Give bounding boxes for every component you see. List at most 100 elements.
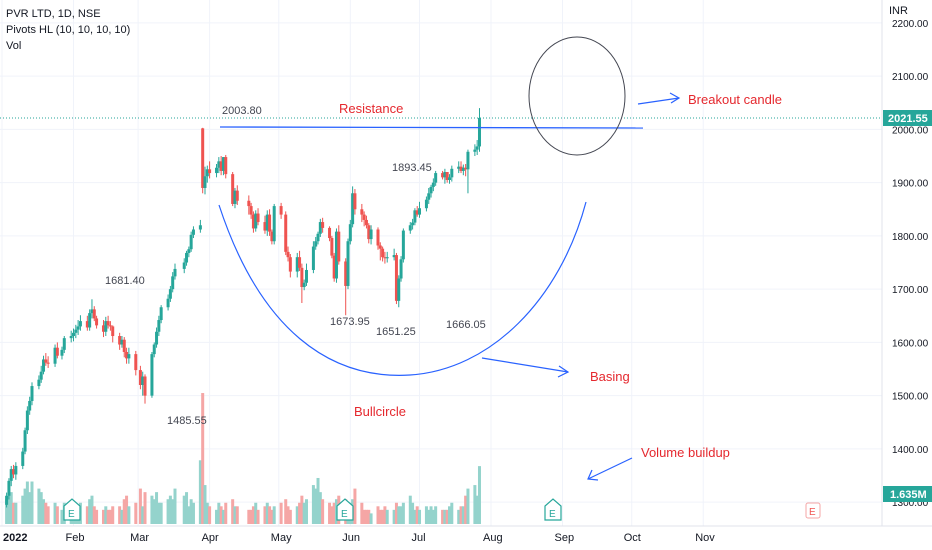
candle	[385, 251, 389, 263]
earnings-marker[interactable]: E	[336, 498, 354, 521]
last-price-value: 2021.55	[888, 113, 928, 125]
volume-bar	[23, 488, 27, 524]
volume-bars	[5, 393, 481, 524]
volume-title[interactable]: Vol	[6, 40, 22, 52]
volume-bar	[9, 492, 13, 524]
candle	[21, 447, 25, 470]
volume-bar	[5, 499, 9, 524]
candle	[37, 375, 41, 390]
breakout-circle[interactable]	[528, 36, 626, 156]
candle	[92, 306, 96, 322]
indicator-title[interactable]: Pivots HL (10, 10, 10, 10)	[6, 24, 131, 36]
candle	[348, 219, 352, 245]
volume-bar	[208, 506, 212, 524]
chart-grid	[0, 0, 882, 526]
price-axis[interactable]: 2200.00 2100.00 2000.00 1900.00 1800.00 1700.…	[892, 19, 929, 509]
time-axis[interactable]: 2022 Feb Mar Apr May Jun Jul Aug Sep Oct Nov	[3, 532, 715, 544]
candle	[441, 170, 445, 180]
candle	[457, 161, 461, 174]
volume-bar	[182, 495, 186, 524]
candle	[392, 248, 396, 261]
symbol-title[interactable]: PVR LTD, 1D, NSE	[6, 8, 101, 20]
resistance-line[interactable]	[219, 126, 644, 129]
volume-bar	[288, 509, 292, 524]
candle	[279, 202, 283, 219]
candle	[286, 246, 290, 262]
pivot-label: 1651.25	[376, 326, 416, 338]
price-tick-label: 2000.00	[892, 125, 929, 136]
candle	[217, 157, 221, 174]
candle	[44, 353, 48, 366]
volume-bar	[25, 481, 29, 524]
volume-bar	[247, 509, 251, 524]
volume-bar	[118, 506, 122, 524]
candle	[189, 231, 193, 252]
volume-bar	[249, 509, 253, 524]
price-tick-label: 1800.00	[892, 232, 929, 243]
price-tick-label: 1500.00	[892, 392, 929, 403]
candle	[445, 172, 449, 183]
candle	[138, 365, 142, 390]
time-tick-label: Jul	[412, 532, 426, 544]
volume-bar	[459, 506, 463, 524]
volume-bar	[7, 495, 11, 524]
volume-bar	[42, 499, 46, 524]
earnings-marker-future[interactable]: E	[805, 502, 821, 519]
volume-bar	[141, 506, 145, 524]
pivot-labels: 1681.40 1485.55 2003.80 1673.95 1651.25 …	[105, 105, 486, 427]
earnings-marker[interactable]: E	[544, 498, 562, 521]
pivot-label: 1893.45	[392, 162, 432, 174]
candle	[88, 309, 92, 331]
candle	[270, 229, 274, 245]
volume-bar	[369, 513, 373, 524]
time-tick-label: Mar	[130, 532, 149, 544]
volume-bar	[300, 495, 304, 524]
volume-bar	[464, 495, 468, 524]
candle	[205, 165, 209, 183]
volume-buildup-arrow[interactable]	[587, 457, 633, 481]
volume-bar	[445, 509, 449, 524]
candle	[304, 263, 308, 286]
earnings-marker-label: E	[341, 509, 348, 520]
candle	[415, 206, 419, 217]
volume-bar	[30, 481, 34, 524]
candle	[367, 223, 371, 244]
candle	[141, 371, 145, 396]
candle	[381, 246, 385, 262]
volume-bar	[302, 502, 306, 524]
candle	[334, 228, 338, 283]
candle	[203, 166, 207, 195]
candle	[12, 464, 16, 479]
time-tick-label: 2022	[3, 532, 27, 544]
price-tick-label: 1700.00	[892, 285, 929, 296]
basing-arrow[interactable]	[481, 357, 570, 378]
candle	[46, 356, 50, 368]
volume-bar	[37, 488, 41, 524]
candle	[311, 241, 315, 274]
price-tick-label: 1900.00	[892, 179, 929, 190]
basing-arc[interactable]	[218, 201, 587, 376]
last-price-badge: 2021.55	[883, 110, 932, 126]
earnings-marker-label: E	[809, 507, 816, 518]
candle	[383, 251, 387, 264]
earnings-marker-label: E	[68, 509, 75, 520]
candle	[450, 165, 454, 182]
volume-bar	[256, 509, 260, 524]
volume-bar	[166, 499, 170, 524]
volume-bar	[284, 499, 288, 524]
volume-bar	[187, 506, 191, 524]
volume-bar	[367, 509, 371, 524]
candle	[150, 351, 154, 398]
breakout-arrow[interactable]	[637, 92, 681, 105]
candle	[111, 325, 115, 343]
earnings-marker[interactable]: E	[63, 498, 81, 521]
volume-bar	[111, 506, 115, 524]
volume-bar	[376, 506, 380, 524]
candle	[263, 215, 267, 234]
candle	[316, 231, 320, 245]
volume-bar	[217, 502, 221, 524]
volume-bar	[152, 499, 156, 524]
time-tick-label: Jun	[342, 532, 360, 544]
candle	[411, 218, 415, 230]
